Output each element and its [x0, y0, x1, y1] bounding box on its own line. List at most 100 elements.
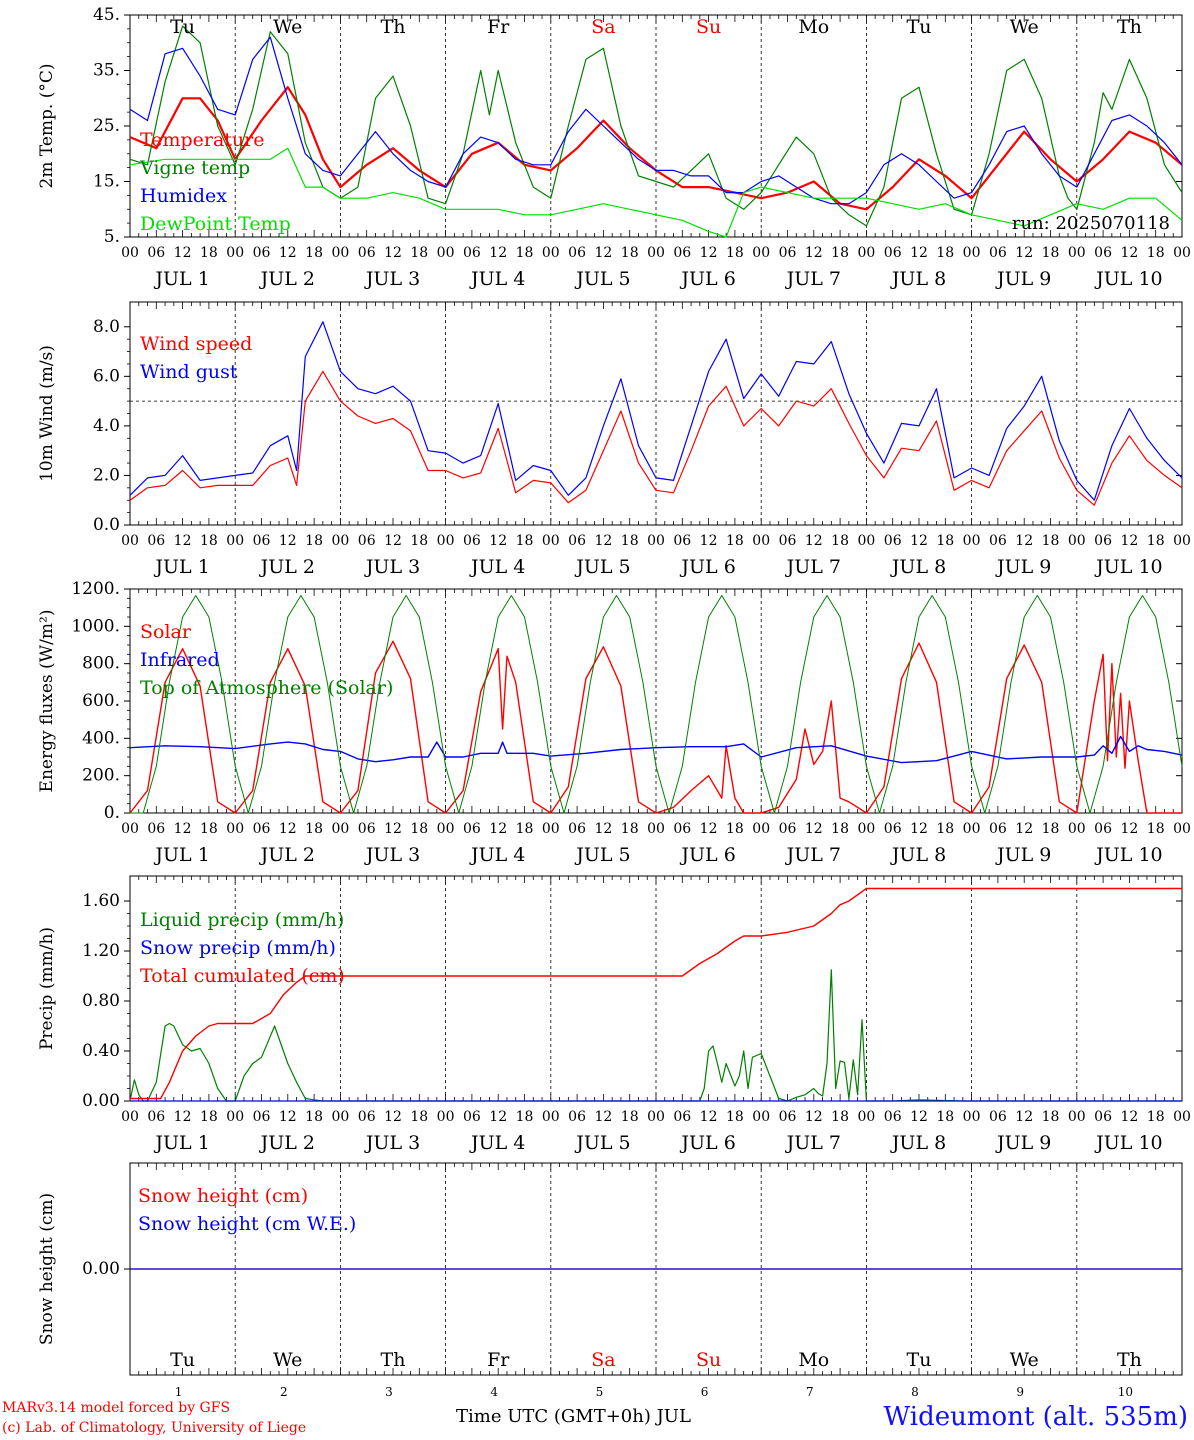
hour-label: 06: [463, 245, 481, 261]
hour-label: 00: [1173, 821, 1191, 837]
hour-label: 18: [200, 245, 218, 261]
day-number: 4: [490, 1385, 498, 1399]
y-tick-label: 0.80: [82, 991, 120, 1011]
hour-label: 12: [805, 821, 823, 837]
hour-label: 12: [489, 1109, 507, 1125]
day-name: Tu: [907, 1349, 932, 1371]
hour-label: 00: [1173, 1109, 1191, 1125]
day-number: 6: [701, 1385, 709, 1399]
date-label: JUL 9: [995, 268, 1051, 290]
hour-label: 00: [1173, 245, 1191, 261]
hour-label: 18: [410, 1109, 428, 1125]
credit-model: MARv3.14 model forced by GFS: [2, 1400, 231, 1416]
hour-label: 00: [857, 533, 875, 549]
y-axis-label: Energy fluxes (W/m²): [37, 610, 57, 793]
day-name: Mo: [798, 16, 829, 38]
series-line: [129, 969, 1182, 1102]
run-label: run: 2025070118: [1012, 213, 1170, 234]
legend-entry: Solar: [140, 621, 192, 643]
legend-entry: Snow precip (mm/h): [140, 937, 336, 959]
date-label: JUL 9: [995, 556, 1051, 578]
hour-label: 06: [253, 821, 271, 837]
hour-label: 06: [673, 533, 691, 549]
station-label: Wideumont (alt. 535m): [883, 1402, 1188, 1432]
hour-label: 12: [594, 1109, 612, 1125]
hour-label: 18: [1042, 533, 1060, 549]
date-label: JUL 10: [1094, 844, 1162, 866]
hour-label: 12: [1120, 821, 1138, 837]
hour-label: 06: [1094, 245, 1112, 261]
date-label: JUL 10: [1094, 1132, 1162, 1154]
hour-label: 18: [621, 1109, 639, 1125]
legend-entry: Snow height (cm): [138, 1185, 308, 1207]
hour-label: 12: [174, 245, 192, 261]
hour-label: 12: [279, 533, 297, 549]
hour-label: 06: [463, 533, 481, 549]
hour-label: 18: [621, 245, 639, 261]
date-label: JUL 10: [1094, 268, 1162, 290]
hour-label: 18: [1042, 1109, 1060, 1125]
hour-label: 12: [1120, 533, 1138, 549]
hour-label: 06: [253, 245, 271, 261]
hour-label: 18: [1042, 821, 1060, 837]
hour-label: 00: [226, 533, 244, 549]
date-label: JUL 3: [364, 556, 420, 578]
series-line: [129, 36, 1183, 205]
hour-label: 00: [542, 1109, 560, 1125]
hour-label: 00: [963, 245, 981, 261]
hour-label: 12: [1120, 245, 1138, 261]
y-tick-label: 2.0: [93, 465, 120, 485]
date-label: JUL 1: [153, 556, 209, 578]
hour-label: 00: [437, 821, 455, 837]
hour-label: 18: [831, 821, 849, 837]
series-line: [129, 86, 1183, 211]
date-label: JUL 4: [469, 1132, 525, 1154]
date-label: JUL 7: [785, 268, 841, 290]
y-tick-label: 15.: [93, 172, 120, 192]
date-label: JUL 10: [1094, 556, 1162, 578]
hour-label: 18: [305, 821, 323, 837]
day-name: Tu: [170, 16, 195, 38]
hour-label: 00: [647, 245, 665, 261]
day-name: Su: [696, 1349, 721, 1371]
hour-label: 12: [1015, 1109, 1033, 1125]
hour-label: 06: [989, 821, 1007, 837]
date-label: JUL 7: [785, 844, 841, 866]
hour-label: 18: [200, 533, 218, 549]
hour-label: 06: [147, 245, 165, 261]
hour-label: 06: [568, 245, 586, 261]
hour-label: 00: [331, 1109, 349, 1125]
hour-label: 12: [279, 245, 297, 261]
date-label: JUL 1: [153, 844, 209, 866]
hour-label: 06: [147, 533, 165, 549]
date-label: JUL 3: [364, 844, 420, 866]
day-number: 1: [175, 1385, 183, 1399]
hour-label: 00: [542, 821, 560, 837]
hour-label: 18: [831, 533, 849, 549]
hour-label: 06: [568, 1109, 586, 1125]
hour-label: 12: [279, 821, 297, 837]
day-number: 7: [806, 1385, 814, 1399]
hour-label: 18: [200, 821, 218, 837]
series-line: [129, 370, 1183, 506]
day-name: We: [273, 1349, 302, 1371]
hour-label: 00: [963, 821, 981, 837]
hour-label: 00: [121, 1109, 139, 1125]
hour-label: 00: [963, 533, 981, 549]
date-label: JUL 7: [785, 1132, 841, 1154]
hour-label: 00: [1068, 245, 1086, 261]
y-tick-label: 0.0: [93, 515, 120, 535]
hour-label: 00: [437, 533, 455, 549]
hour-label: 12: [279, 1109, 297, 1125]
hour-label: 12: [910, 821, 928, 837]
hour-label: 18: [621, 821, 639, 837]
y-axis-label: 10m Wind (m/s): [37, 345, 57, 482]
date-label: JUL 1: [153, 1132, 209, 1154]
hour-label: 00: [542, 533, 560, 549]
date-label: JUL 7: [785, 556, 841, 578]
hour-label: 12: [805, 533, 823, 549]
legend-entry: Top of Atmosphere (Solar): [140, 677, 393, 699]
hour-label: 18: [831, 245, 849, 261]
hour-label: 00: [121, 245, 139, 261]
series-line: [129, 147, 1183, 238]
